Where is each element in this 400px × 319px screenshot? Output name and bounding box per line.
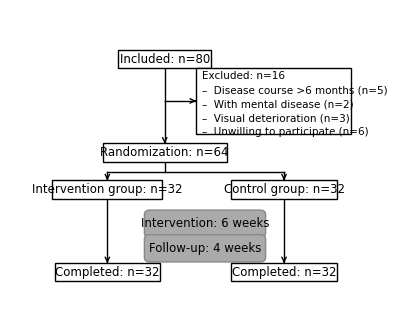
FancyBboxPatch shape bbox=[231, 180, 337, 198]
Text: Randomization: n=64: Randomization: n=64 bbox=[100, 146, 229, 159]
FancyBboxPatch shape bbox=[52, 180, 162, 198]
Text: Included: n=80: Included: n=80 bbox=[120, 53, 210, 66]
FancyBboxPatch shape bbox=[55, 263, 160, 281]
Text: Excluded: n=16
–  Disease course >6 months (n=5)
–  With mental disease (n=2)
– : Excluded: n=16 – Disease course >6 month… bbox=[202, 71, 388, 137]
FancyBboxPatch shape bbox=[103, 143, 227, 162]
Text: Completed: n=32: Completed: n=32 bbox=[232, 266, 336, 278]
Text: Follow-up: 4 weeks: Follow-up: 4 weeks bbox=[149, 242, 261, 255]
FancyBboxPatch shape bbox=[196, 68, 351, 134]
Text: Intervention group: n=32: Intervention group: n=32 bbox=[32, 183, 182, 196]
FancyBboxPatch shape bbox=[144, 235, 266, 262]
FancyBboxPatch shape bbox=[231, 263, 337, 281]
FancyBboxPatch shape bbox=[118, 50, 211, 68]
Text: Intervention: 6 weeks: Intervention: 6 weeks bbox=[141, 217, 269, 230]
Text: Control group: n=32: Control group: n=32 bbox=[224, 183, 344, 196]
FancyBboxPatch shape bbox=[144, 210, 266, 237]
Text: Completed: n=32: Completed: n=32 bbox=[55, 266, 160, 278]
